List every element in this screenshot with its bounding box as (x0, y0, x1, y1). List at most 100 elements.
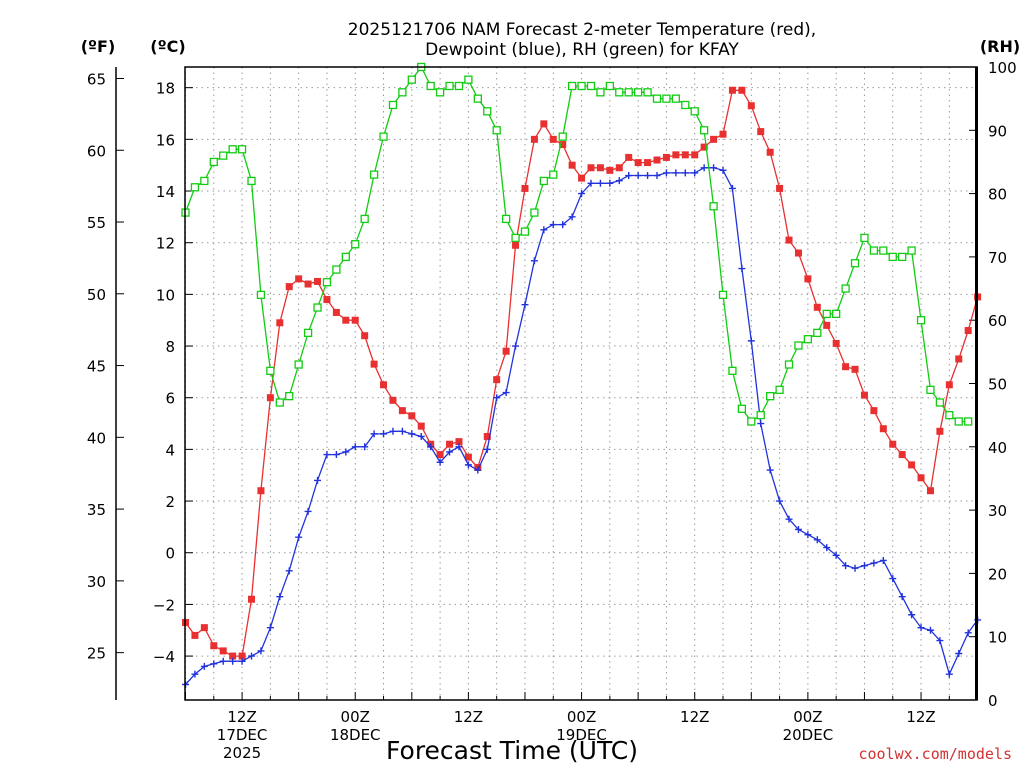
dewpoint-point (370, 430, 378, 438)
rh-tick-label: 40 (988, 439, 1007, 457)
temperature-point (889, 440, 897, 448)
temperature-point (266, 394, 274, 402)
dewpoint-point (700, 164, 708, 172)
rh-point (501, 214, 511, 224)
rh-tick-label: 0 (988, 692, 998, 710)
rh-point (747, 417, 756, 426)
temperature-point (615, 164, 623, 172)
temperature-point (879, 425, 887, 433)
rh-tick-label: 80 (988, 186, 1007, 204)
rh-point (530, 208, 539, 217)
dewpoint-point (738, 265, 746, 273)
temperature-point (766, 148, 774, 156)
rh-point (341, 252, 350, 262)
temperature-point (540, 120, 548, 128)
rh-point (369, 170, 379, 179)
dewpoint-point (342, 448, 350, 456)
temperature-point (200, 624, 208, 632)
temperature-point (832, 339, 840, 347)
rh-point (303, 328, 313, 338)
fahrenheit-tick-label: 55 (87, 214, 106, 232)
rh-tick-label: 100 (988, 59, 1017, 77)
rh-point (850, 259, 860, 268)
x-tick-label: 20DEC (783, 726, 834, 744)
dewpoint-point (436, 458, 444, 466)
temperature-point (493, 376, 501, 384)
x-tick-label: 00Z (793, 708, 822, 726)
dewpoint-point (446, 448, 454, 456)
rh-point (294, 360, 303, 369)
celsius-tick-label: 6 (165, 390, 175, 408)
dewpoint-point (757, 420, 765, 428)
celsius-tick-label: 8 (165, 338, 175, 356)
rh-point (313, 303, 322, 312)
temperature-point (257, 487, 265, 495)
temperature-point (926, 487, 934, 495)
dewpoint-point (304, 507, 312, 515)
rh-point (351, 240, 360, 249)
rh-point (709, 202, 718, 211)
fahrenheit-unit-label: (ºF) (81, 37, 116, 56)
x-tick-label: 17DEC (217, 726, 268, 744)
temperature-point (446, 440, 454, 448)
temperature-point (408, 412, 416, 420)
rh-point (775, 385, 784, 394)
dewpoint-point (710, 164, 718, 172)
celsius-tick-label: −4 (153, 648, 175, 666)
rh-point (567, 81, 577, 91)
dewpoint-point (568, 213, 576, 221)
temperature-point (776, 184, 784, 192)
rh-line (184, 65, 969, 423)
dewpoint-point (455, 443, 463, 451)
celsius-tick-label: 18 (156, 80, 175, 98)
temperature-point (851, 365, 859, 373)
dewpoint-point (549, 221, 557, 229)
temperature-point (238, 652, 246, 660)
temperature-point (719, 130, 727, 138)
dewpoint-point (625, 172, 633, 180)
fahrenheit-tick-label: 40 (87, 429, 106, 447)
dewpoint-point (785, 515, 793, 523)
fahrenheit-tick-label: 25 (87, 645, 106, 663)
dewpoint-point (587, 179, 595, 187)
temperature-point (691, 151, 699, 159)
dewpoint-point (559, 221, 567, 229)
temperature-point (757, 128, 765, 136)
chart-title-line-2: Dewpoint (blue), RH (green) for KFAY (425, 40, 739, 60)
rh-point (926, 385, 935, 394)
rh-point (869, 246, 879, 255)
x-axis-title: Forecast Time (UTC) (386, 736, 638, 765)
plot-frame (184, 66, 978, 701)
dewpoint-point (398, 427, 406, 435)
temperature-point (229, 652, 237, 660)
dewpoint-point (578, 190, 586, 198)
temperature-point (728, 86, 736, 94)
dewpoint-point (926, 626, 934, 634)
rh-point (445, 81, 454, 91)
rh-point (690, 107, 699, 116)
x-tick-label: 00Z (341, 708, 370, 726)
temperature-point (625, 153, 633, 161)
temperature-point (304, 280, 312, 288)
rh-unit-label: (RH) (980, 37, 1020, 56)
rh-point (832, 309, 841, 319)
dewpoint-point (870, 559, 878, 567)
temperature-point (747, 102, 755, 110)
dewpoint-point (908, 611, 916, 619)
temperature-point (860, 391, 868, 399)
rh-point (945, 410, 954, 420)
credit-text: coolwx.com/models (858, 745, 1012, 763)
rh-point (766, 392, 775, 401)
x-tick-label: 18DEC (330, 726, 381, 744)
rh-point (633, 88, 643, 97)
temperature-point (483, 432, 491, 440)
rh-point (360, 214, 369, 224)
chart-title-line-1: 2025121706 NAM Forecast 2-meter Temperat… (348, 20, 816, 40)
dewpoint-point (332, 451, 340, 459)
rh-point (813, 328, 822, 338)
dewpoint-point (229, 657, 237, 665)
temperature-point (710, 135, 718, 143)
temperature-point (870, 407, 878, 415)
dewpoint-point (606, 179, 614, 187)
rh-point (492, 126, 501, 135)
